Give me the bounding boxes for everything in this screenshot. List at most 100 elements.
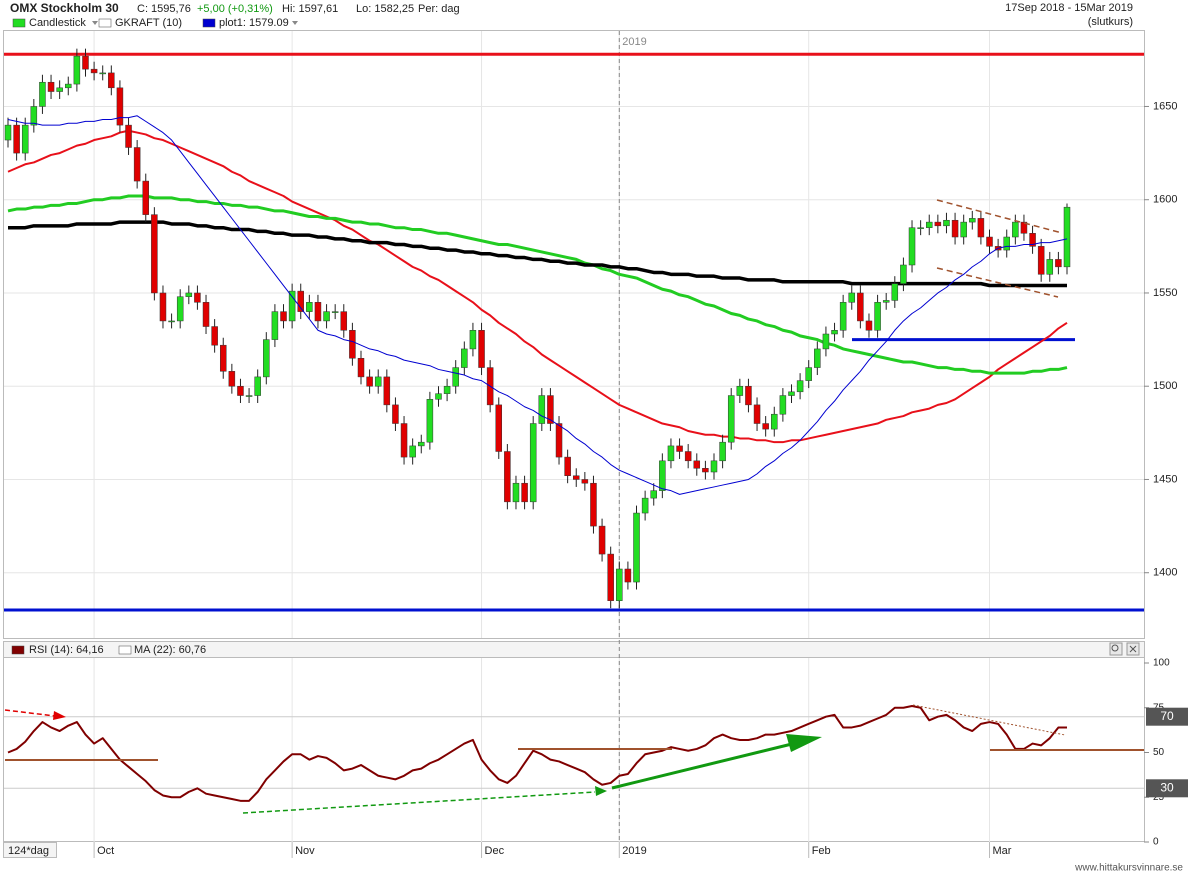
- candle-body: [572, 475, 580, 480]
- candle-body: [443, 385, 451, 394]
- watermark: www.hittakursvinnare.se: [1074, 863, 1183, 874]
- legend-label[interactable]: GKRAFT (10): [115, 17, 182, 29]
- candle-body: [340, 311, 348, 331]
- candle-body: [865, 320, 873, 331]
- candle-body: [934, 221, 942, 227]
- legend-label[interactable]: MA (22): 60,76: [134, 644, 206, 656]
- candle-body: [254, 376, 261, 396]
- legend-label[interactable]: RSI (14): 64,16: [29, 644, 104, 656]
- period-box[interactable]: [3, 842, 57, 858]
- candle-body: [228, 371, 236, 387]
- candle-body: [822, 333, 830, 350]
- arrow-line: [611, 740, 801, 790]
- candle-body: [176, 296, 184, 322]
- period-label: Per: dag: [418, 3, 460, 15]
- candle-body: [400, 423, 408, 458]
- candle-body: [280, 311, 287, 322]
- candle-body: [21, 124, 29, 154]
- candle-body: [1020, 221, 1028, 234]
- candle-body: [874, 302, 881, 331]
- trend-line: [936, 199, 1063, 234]
- candle-body: [133, 147, 141, 182]
- candle-body: [271, 311, 279, 340]
- candle-body: [1037, 246, 1045, 275]
- candle-body: [90, 68, 98, 74]
- candle-body: [736, 385, 744, 396]
- candle-body: [745, 385, 752, 406]
- candle-body: [314, 302, 322, 322]
- candle-body: [788, 391, 795, 396]
- candle-body: [323, 311, 330, 322]
- candle-body: [159, 292, 167, 322]
- candle-body: [960, 221, 967, 238]
- trend-line: [936, 267, 1059, 298]
- candle-body: [108, 72, 115, 89]
- candle-body: [306, 302, 313, 312]
- candle-body: [641, 497, 649, 514]
- y-tick-label: 1400: [1153, 567, 1177, 579]
- candle-body: [168, 320, 175, 323]
- candle-body: [349, 330, 356, 359]
- candle-body: [366, 376, 373, 387]
- x-tick-label: Nov: [295, 845, 315, 857]
- candle-body: [1046, 259, 1054, 275]
- candle-body: [82, 55, 89, 70]
- candle-body: [237, 385, 244, 396]
- rsi-line: [7, 704, 1067, 802]
- y-tick-label: 1600: [1153, 194, 1177, 206]
- y-tick-label: 50: [1153, 747, 1165, 758]
- legend-swatch: [11, 645, 25, 655]
- candle-body: [504, 451, 511, 503]
- candle-body: [331, 311, 339, 313]
- y-tick-label: 0: [1153, 837, 1159, 848]
- zoom-icon: [1111, 644, 1119, 652]
- candle-body: [684, 451, 692, 462]
- candle-body: [607, 553, 614, 601]
- legend-caret[interactable]: [92, 21, 98, 25]
- candle-body: [435, 393, 442, 400]
- candle-body: [4, 124, 12, 141]
- period-label[interactable]: 124*dag: [8, 845, 49, 857]
- close-icon: [1129, 645, 1137, 653]
- candle-body: [951, 219, 959, 238]
- candle-body: [478, 330, 485, 368]
- candle-body: [392, 404, 399, 424]
- candle-body: [374, 376, 382, 387]
- arrow-head: [786, 734, 822, 752]
- candle-body: [581, 479, 589, 484]
- close-label: C: 1595,76: [137, 3, 191, 15]
- annotations: [4, 199, 1144, 814]
- x-tick-label: Feb: [812, 845, 831, 857]
- arrow-line: [4, 709, 56, 717]
- y-tick-label: 1500: [1153, 380, 1177, 392]
- candle-body: [676, 445, 683, 452]
- legend-label[interactable]: plot1: 1579.09: [219, 17, 289, 29]
- candle-body: [900, 264, 907, 284]
- candle-body: [917, 227, 924, 229]
- candle-body: [245, 395, 253, 397]
- x-tick-label: 2019: [622, 845, 646, 857]
- candle-body: [969, 218, 976, 223]
- y-tick-label: 25: [1153, 792, 1165, 803]
- candle-body: [39, 81, 46, 107]
- change-label: +5,00 (+0,31%): [197, 3, 273, 15]
- candle-body: [99, 72, 106, 75]
- candle-body: [796, 380, 804, 393]
- high-label: Hi: 1597,61: [282, 3, 338, 15]
- candle-body: [839, 302, 847, 331]
- candle-body: [882, 300, 890, 303]
- legend-swatch: [118, 645, 132, 655]
- candle-body: [151, 214, 158, 294]
- candle-body: [288, 290, 296, 322]
- candle-body: [590, 482, 597, 527]
- candle-body: [13, 124, 20, 154]
- candle-body: [65, 83, 72, 89]
- price-type: (slutkurs): [1088, 16, 1133, 28]
- legend-caret[interactable]: [292, 21, 298, 25]
- candle-body: [142, 180, 150, 215]
- candle-body: [521, 482, 528, 503]
- legend-label[interactable]: Candlestick: [29, 17, 86, 29]
- level-label: 30: [1160, 780, 1174, 794]
- candle-body: [116, 87, 124, 126]
